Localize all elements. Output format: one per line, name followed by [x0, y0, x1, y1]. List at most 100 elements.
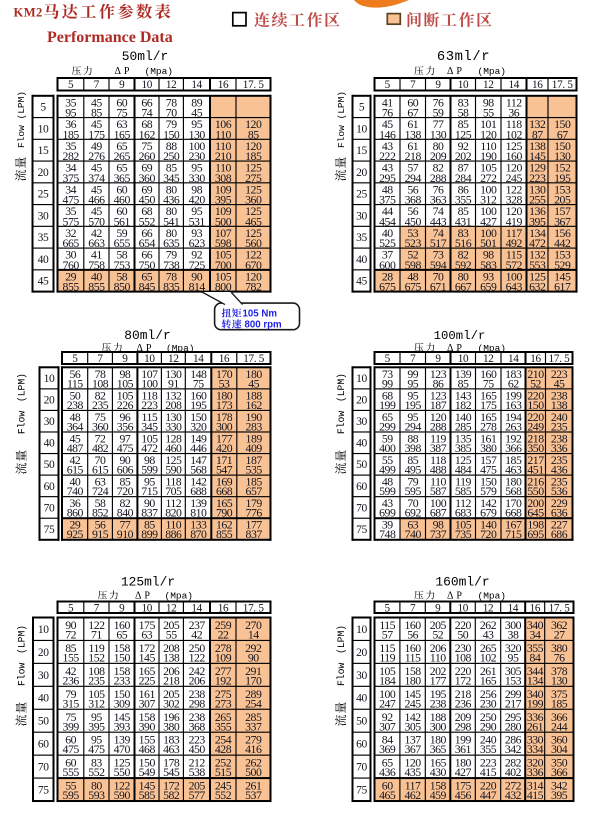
- svg-text:552: 552: [139, 214, 156, 228]
- svg-text:165: 165: [430, 756, 447, 770]
- svg-text:185: 185: [63, 127, 80, 141]
- svg-text:814: 814: [189, 280, 206, 294]
- svg-text:289: 289: [245, 687, 262, 701]
- svg-text:100: 100: [379, 687, 396, 701]
- svg-text:71: 71: [91, 628, 102, 642]
- svg-text:593: 593: [88, 788, 105, 802]
- svg-text:262: 262: [480, 618, 497, 632]
- svg-text:500: 500: [215, 214, 232, 228]
- svg-text:50: 50: [69, 388, 80, 402]
- svg-text:583: 583: [480, 258, 497, 272]
- svg-text:85: 85: [458, 117, 469, 131]
- svg-text:120: 120: [245, 117, 262, 131]
- svg-text:72: 72: [95, 431, 106, 445]
- svg-text:738: 738: [163, 258, 180, 272]
- svg-text:5: 5: [40, 102, 46, 114]
- svg-text:247: 247: [379, 696, 396, 710]
- svg-text:165: 165: [480, 410, 497, 424]
- svg-text:12: 12: [166, 602, 177, 614]
- svg-text:38: 38: [508, 628, 519, 642]
- svg-text:367: 367: [404, 742, 421, 756]
- svg-text:175: 175: [139, 618, 156, 632]
- svg-text:10: 10: [38, 123, 49, 135]
- svg-text:50: 50: [356, 716, 367, 728]
- svg-text:60: 60: [116, 182, 127, 196]
- svg-text:552: 552: [215, 788, 232, 802]
- svg-text:516: 516: [455, 236, 472, 250]
- svg-text:160: 160: [404, 618, 421, 632]
- svg-text:7: 7: [410, 602, 416, 614]
- svg-text:643: 643: [506, 280, 523, 294]
- svg-text:184: 184: [379, 673, 396, 687]
- svg-text:115: 115: [379, 618, 395, 632]
- svg-text:393: 393: [114, 719, 131, 733]
- svg-text:86: 86: [458, 182, 469, 196]
- svg-text:80: 80: [433, 139, 444, 153]
- svg-text:9: 9: [435, 79, 441, 91]
- svg-text:143: 143: [455, 388, 472, 402]
- svg-text:436: 436: [163, 193, 180, 207]
- svg-text:262: 262: [245, 756, 262, 770]
- svg-text:150: 150: [190, 410, 207, 424]
- svg-text:456: 456: [455, 788, 472, 802]
- svg-text:570: 570: [88, 214, 105, 228]
- svg-text:95: 95: [407, 388, 418, 402]
- svg-text:196: 196: [163, 710, 180, 724]
- svg-text:75: 75: [483, 376, 494, 390]
- svg-text:255: 255: [529, 193, 546, 207]
- svg-text:688: 688: [190, 484, 207, 498]
- svg-text:523: 523: [405, 236, 422, 250]
- svg-text:230: 230: [455, 641, 472, 655]
- svg-text:5: 5: [68, 602, 74, 614]
- svg-text:250: 250: [480, 710, 497, 724]
- svg-text:172: 172: [455, 673, 472, 687]
- svg-text:312: 312: [88, 696, 105, 710]
- svg-text:150: 150: [139, 756, 156, 770]
- svg-text:229: 229: [551, 496, 568, 510]
- svg-text:83: 83: [458, 95, 469, 109]
- svg-text:568: 568: [190, 463, 207, 477]
- svg-text:280: 280: [505, 719, 522, 733]
- svg-text:238: 238: [189, 710, 206, 724]
- svg-text:66: 66: [141, 95, 152, 109]
- svg-text:12: 12: [483, 353, 494, 365]
- svg-text:208: 208: [163, 641, 180, 655]
- svg-text:374: 374: [88, 171, 105, 185]
- svg-text:65: 65: [116, 628, 127, 642]
- svg-text:175: 175: [455, 779, 472, 793]
- svg-text:60: 60: [356, 481, 367, 493]
- svg-text:140: 140: [455, 410, 472, 424]
- svg-text:654: 654: [139, 236, 156, 250]
- svg-text:192: 192: [215, 673, 232, 687]
- svg-text:5: 5: [385, 602, 391, 614]
- svg-text:43: 43: [382, 139, 393, 153]
- svg-text:61: 61: [407, 139, 418, 153]
- svg-text:122: 122: [114, 779, 131, 793]
- svg-text:515: 515: [215, 765, 232, 779]
- svg-text:43: 43: [382, 496, 393, 510]
- svg-text:288: 288: [430, 419, 447, 433]
- svg-text:120: 120: [245, 139, 262, 153]
- svg-text:125: 125: [245, 161, 262, 175]
- svg-text:49: 49: [91, 139, 102, 153]
- svg-text:120: 120: [506, 204, 523, 218]
- svg-text:299: 299: [379, 419, 396, 433]
- svg-text:560: 560: [245, 236, 262, 250]
- svg-text:65: 65: [382, 410, 393, 424]
- svg-text:245: 245: [506, 171, 523, 185]
- svg-text:218: 218: [527, 431, 544, 445]
- svg-text:40: 40: [38, 254, 49, 266]
- svg-text:450: 450: [189, 742, 206, 756]
- svg-text:132: 132: [529, 117, 546, 131]
- svg-text:199: 199: [527, 696, 544, 710]
- svg-text:378: 378: [551, 664, 568, 678]
- svg-text:67: 67: [407, 106, 418, 120]
- svg-text:216: 216: [527, 475, 544, 489]
- svg-text:40: 40: [356, 438, 367, 450]
- svg-text:173: 173: [216, 398, 233, 412]
- svg-text:165: 165: [139, 664, 156, 678]
- svg-text:115: 115: [67, 376, 83, 390]
- svg-text:90: 90: [65, 618, 76, 632]
- svg-text:107: 107: [215, 226, 232, 240]
- svg-text:78: 78: [166, 95, 177, 109]
